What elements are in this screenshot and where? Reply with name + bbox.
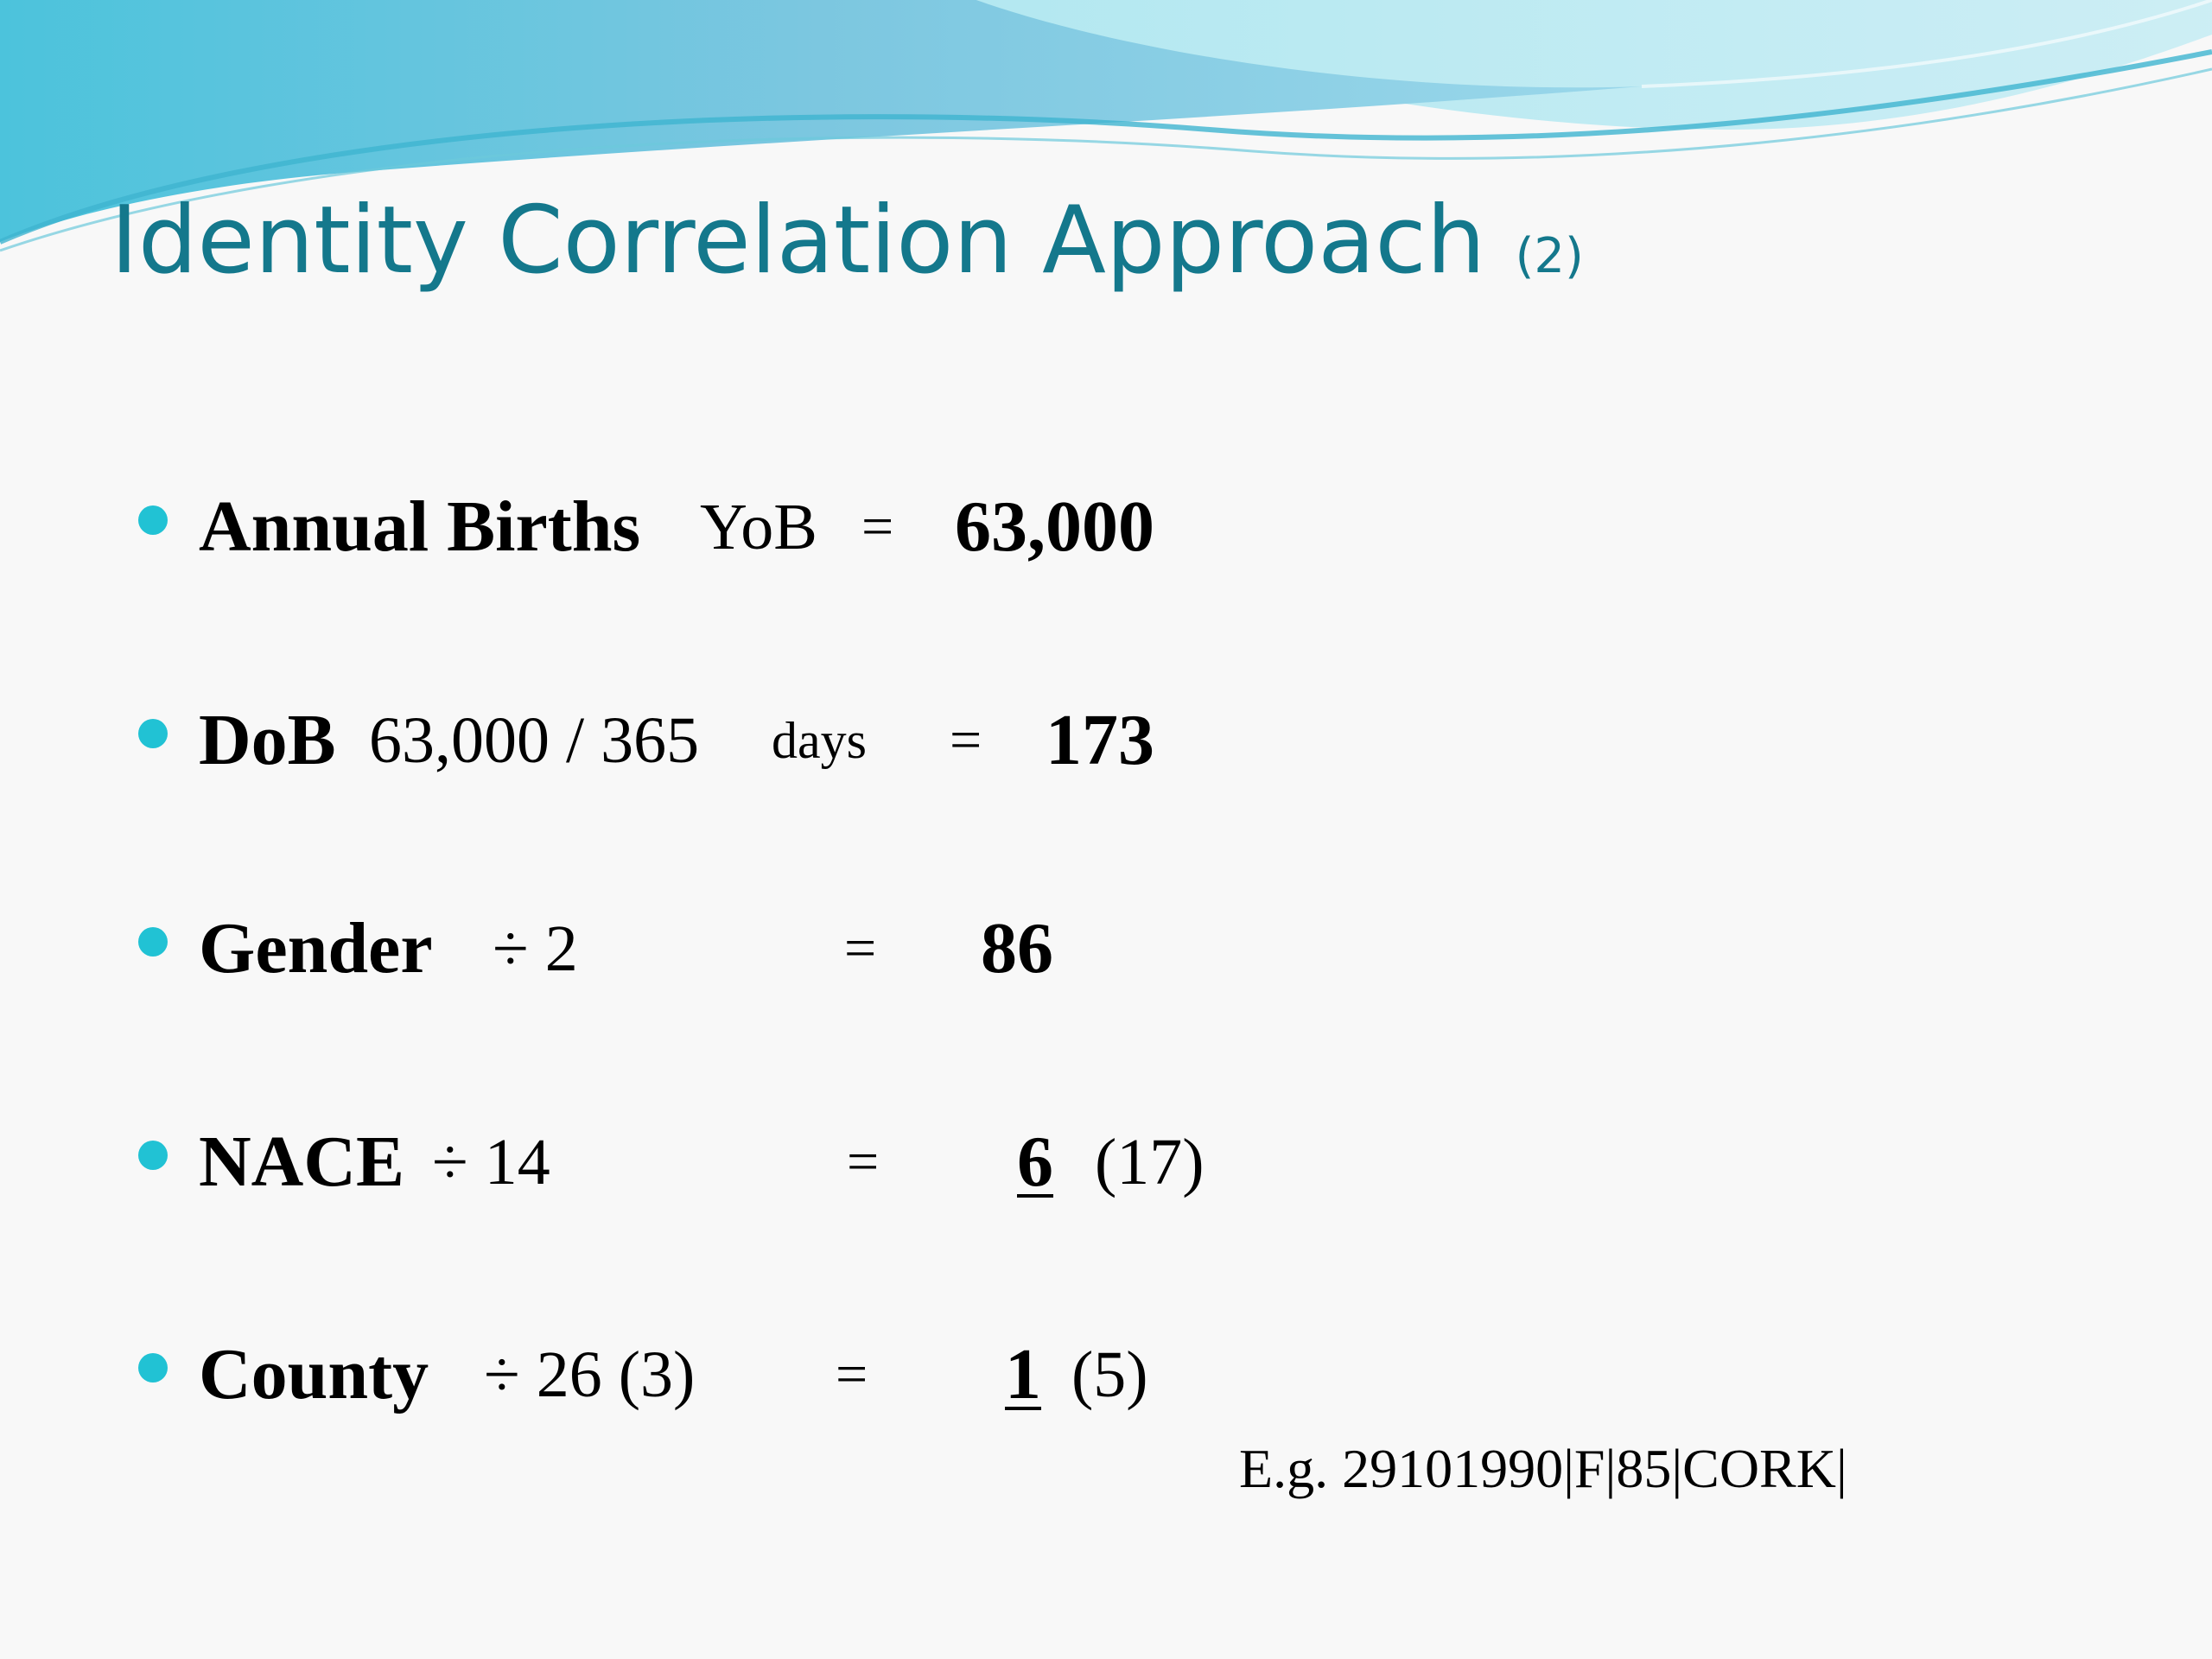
equals-sign: = [950, 709, 982, 772]
bullet-label: DoB [199, 700, 336, 780]
bullet-result: 1 [1005, 1334, 1041, 1414]
bullet-unit: days [772, 712, 867, 769]
equals-sign: = [861, 495, 894, 558]
bullet-detail: YoB [700, 491, 817, 563]
bullet-county: County ÷ 26 (3) = 1 (5) [134, 1327, 1776, 1422]
bullet-dot [138, 505, 168, 535]
bullet-extra: (17) [1095, 1126, 1205, 1198]
bullet-result: 63,000 [955, 486, 1154, 567]
slide-title-number: (2) [1515, 228, 1584, 284]
bullet-extra: (5) [1071, 1338, 1148, 1411]
bullet-label: County [199, 1334, 429, 1414]
equals-sign: = [844, 917, 877, 980]
bullet-detail: ÷ 14 [432, 1126, 550, 1198]
bullet-detail: 63,000 / 365 [369, 704, 700, 777]
bullet-label: Gender [199, 908, 433, 988]
equals-sign: = [847, 1130, 880, 1193]
bullet-result: 6 [1017, 1122, 1053, 1202]
bullet-detail: ÷ 26 (3) [484, 1338, 696, 1411]
bullet-label: NACE [199, 1122, 405, 1202]
bullet-dot [138, 719, 168, 748]
equals-sign: = [836, 1343, 868, 1406]
bullet-gender: Gender ÷ 2 = 86 [134, 901, 1776, 996]
bullet-label: Annual Births [199, 486, 641, 567]
header-wave-decoration [0, 0, 2212, 252]
bullet-detail: ÷ 2 [493, 912, 578, 985]
bullet-dot [138, 1141, 168, 1170]
bullet-dot [138, 1353, 168, 1382]
bullet-dob: DoB 63,000 / 365 days = 173 [134, 693, 1776, 788]
bullet-result: 86 [981, 908, 1053, 988]
slide-title: Identity Correlation Approach (2) [111, 187, 1584, 295]
bullet-result: 173 [1046, 700, 1154, 780]
bullet-annual-births: Annual Births YoB = 63,000 [134, 480, 1776, 575]
bullet-dot [138, 927, 168, 957]
slide-title-text: Identity Correlation Approach [111, 187, 1486, 295]
example-record: E.g. 29101990|F|85|CORK| [1239, 1438, 1847, 1499]
bullet-nace: NACE ÷ 14 = 6 (17) [134, 1115, 1776, 1210]
